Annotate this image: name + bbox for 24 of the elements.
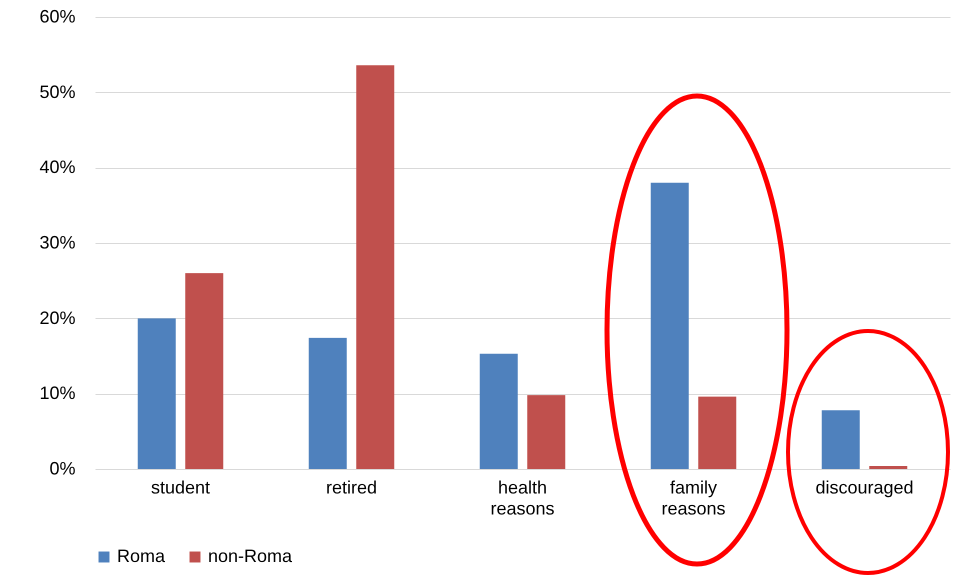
x-tick-label: student	[150, 478, 210, 498]
y-tick-label: 30%	[39, 232, 76, 252]
bar	[308, 338, 347, 469]
bar	[480, 354, 518, 469]
y-tick-label: 60%	[39, 6, 76, 26]
legend-label: Roma	[117, 546, 166, 566]
bar	[650, 182, 689, 469]
bar	[138, 318, 176, 469]
y-tick-label: 40%	[39, 157, 76, 178]
bar	[869, 466, 908, 469]
bar	[185, 273, 224, 469]
legend-label: non-Roma	[208, 546, 294, 566]
y-tick-label: 20%	[39, 308, 76, 328]
bar	[356, 65, 394, 469]
bar	[527, 395, 566, 469]
y-tick-label: 10%	[39, 383, 76, 404]
bar	[822, 410, 860, 469]
y-tick-label: 0%	[49, 458, 76, 478]
y-tick-label: 50%	[39, 82, 76, 102]
x-tick-label: family reasons	[661, 478, 726, 518]
x-tick-label: discouraged	[815, 478, 914, 498]
x-tick-label: health reasons	[490, 478, 555, 518]
x-tick-label: retired	[326, 478, 378, 498]
bar	[698, 396, 736, 469]
